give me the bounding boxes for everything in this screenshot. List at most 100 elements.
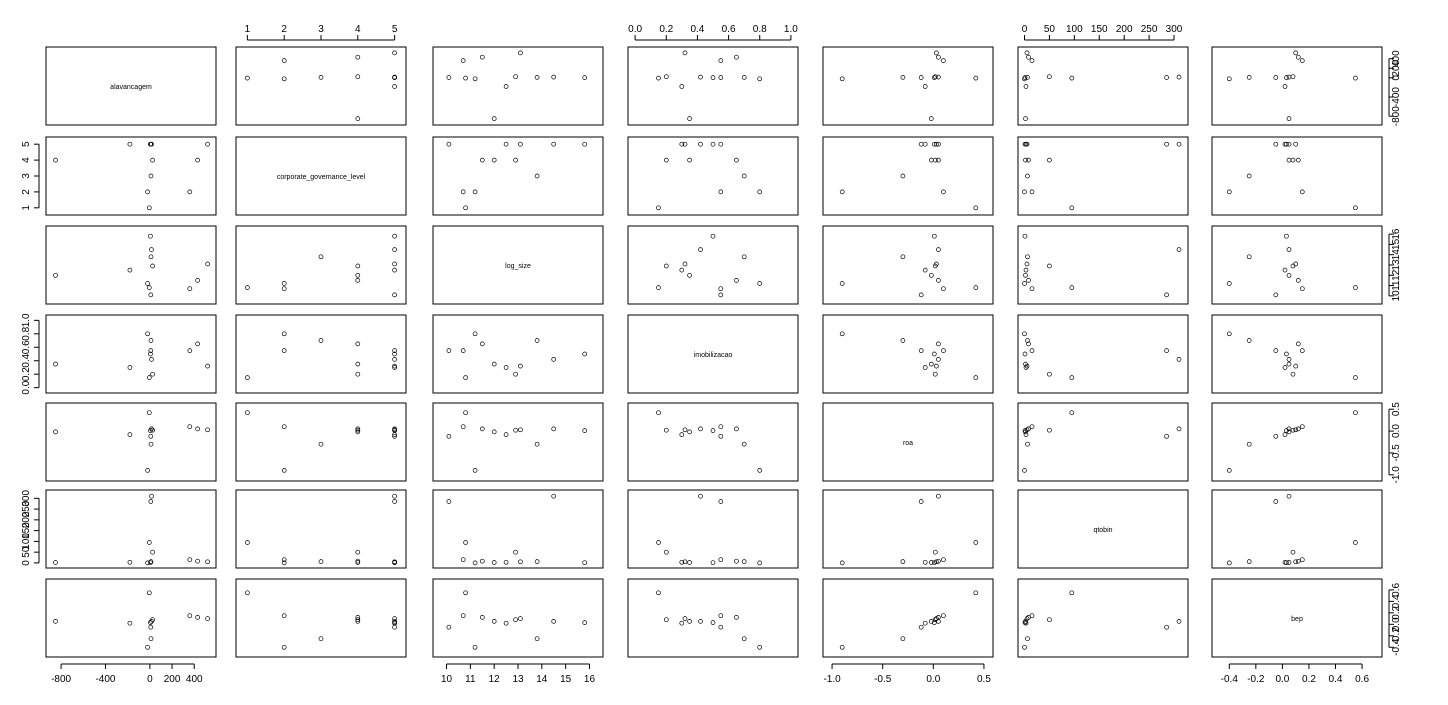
point-0-corporate_governance_level-vs-imobilizacao bbox=[687, 157, 692, 163]
point-0-imobilizacao-vs-corporate_governance_level bbox=[355, 361, 361, 367]
point-3-roa-vs-imobilizacao bbox=[718, 424, 724, 430]
panel-alavancagem-vs-log_size bbox=[432, 46, 604, 126]
point-0-log_size-vs-qtobin bbox=[1023, 272, 1028, 278]
point-10-log_size-vs-alavancagem bbox=[148, 233, 153, 239]
point-1-alavancagem-vs-corporate_governance_level bbox=[392, 50, 397, 56]
tick-label-log_size-16: 16 bbox=[584, 674, 596, 685]
point-9-log_size-vs-corporate_governance_level bbox=[245, 285, 250, 290]
point-11-log_size-vs-roa bbox=[839, 281, 845, 286]
point-0-log_size-vs-alavancagem bbox=[53, 272, 58, 278]
panel-corporate_governance_level-vs-bep bbox=[1211, 136, 1383, 216]
variable-label-roa: roa bbox=[903, 440, 913, 447]
point-0-qtobin-vs-corporate_governance_level bbox=[355, 560, 361, 565]
point-5-qtobin-vs-corporate_governance_level bbox=[392, 493, 397, 499]
point-4-roa-vs-imobilizacao bbox=[679, 432, 685, 437]
point-10-alavancagem-vs-roa bbox=[931, 75, 937, 80]
point-8-bep-vs-qtobin bbox=[1025, 636, 1030, 642]
point-1-roa-vs-alavancagem bbox=[205, 427, 210, 433]
point-2-roa-vs-imobilizacao bbox=[734, 426, 739, 432]
point-1-log_size-vs-corporate_governance_level bbox=[392, 261, 397, 267]
point-3-qtobin-vs-alavancagem bbox=[187, 557, 193, 563]
point-6-corporate_governance_level-vs-bep bbox=[1273, 141, 1279, 147]
point-5-bep-vs-imobilizacao bbox=[698, 619, 703, 624]
point-3-corporate_governance_level-vs-imobilizacao bbox=[718, 189, 724, 195]
panel-roa-vs-imobilizacao bbox=[627, 402, 799, 482]
point-2-corporate_governance_level-vs-roa bbox=[936, 157, 941, 163]
point-5-qtobin-vs-log_size bbox=[551, 493, 557, 499]
point-2-bep-vs-imobilizacao bbox=[734, 615, 739, 620]
point-1-roa-vs-log_size bbox=[518, 427, 523, 433]
point-6-corporate_governance_level-vs-qtobin bbox=[1164, 141, 1169, 147]
point-8-alavancagem-vs-corporate_governance_level bbox=[318, 75, 324, 80]
point-8-corporate_governance_level-vs-roa bbox=[900, 173, 906, 179]
point-9-imobilizacao-vs-roa bbox=[973, 375, 979, 380]
point-7-corporate_governance_level-vs-log_size bbox=[513, 157, 518, 163]
point-4-log_size-vs-corporate_governance_level bbox=[392, 267, 397, 273]
point-7-qtobin-vs-imobilizacao bbox=[663, 549, 669, 555]
point-6-qtobin-vs-alavancagem bbox=[148, 499, 154, 504]
point-0-log_size-vs-corporate_governance_level bbox=[355, 272, 361, 278]
point-10-log_size-vs-corporate_governance_level bbox=[392, 233, 397, 239]
panel-corporate_governance_level-vs-roa bbox=[822, 136, 994, 216]
point-11-alavancagem-vs-roa bbox=[839, 76, 845, 82]
point-9-alavancagem-vs-log_size bbox=[463, 75, 468, 81]
tick-label-corporate_governance_level-3: 3 bbox=[318, 24, 324, 35]
point-10-roa-vs-alavancagem bbox=[148, 428, 153, 433]
point-6-log_size-vs-corporate_governance_level bbox=[392, 292, 397, 298]
point-4-imobilizacao-vs-bep bbox=[1282, 365, 1288, 370]
point-1-corporate_governance_level-vs-alavancagem bbox=[205, 141, 210, 147]
point-1-imobilizacao-vs-alavancagem bbox=[205, 363, 210, 369]
panel-bep-vs-qtobin bbox=[1017, 578, 1189, 658]
tick-label-log_size-10: 10 bbox=[441, 674, 453, 685]
panel-qtobin-vs-corporate_governance_level bbox=[235, 489, 407, 569]
variable-labels: alavancagem corporate_governance_levellog… bbox=[110, 84, 1303, 623]
variable-label-bep: bep bbox=[1291, 616, 1303, 623]
point-5-log_size-vs-qtobin bbox=[1176, 247, 1182, 252]
point-2-qtobin-vs-log_size bbox=[479, 558, 485, 564]
point-7-qtobin-vs-corporate_governance_level bbox=[355, 549, 361, 555]
point-0-roa-vs-corporate_governance_level bbox=[355, 429, 361, 435]
point-5-qtobin-vs-alavancagem bbox=[149, 493, 154, 499]
point-8-bep-vs-imobilizacao bbox=[741, 636, 747, 642]
point-11-qtobin-vs-alavancagem bbox=[145, 560, 150, 566]
tick-label-imobilizacao-0.8: 0.8 bbox=[753, 24, 767, 35]
point-10-roa-vs-log_size bbox=[582, 428, 588, 433]
point-0-alavancagem-vs-roa bbox=[928, 116, 934, 121]
point-5-log_size-vs-bep bbox=[1286, 247, 1292, 252]
point-6-qtobin-vs-roa bbox=[918, 499, 924, 504]
point-10-log_size-vs-bep bbox=[1284, 233, 1289, 239]
point-5-bep-vs-qtobin bbox=[1176, 619, 1182, 624]
point-8-log_size-vs-qtobin bbox=[1025, 254, 1030, 260]
point-2-bep-vs-log_size bbox=[479, 615, 485, 620]
point-1-roa-vs-bep bbox=[1293, 427, 1299, 433]
point-6-qtobin-vs-imobilizacao bbox=[718, 499, 724, 504]
point-7-imobilizacao-vs-log_size bbox=[513, 371, 518, 377]
panel-alavancagem-vs-bep bbox=[1211, 46, 1383, 126]
point-6-imobilizacao-vs-alavancagem bbox=[148, 348, 154, 353]
point-8-roa-vs-qtobin bbox=[1025, 441, 1030, 447]
point-10-qtobin-vs-imobilizacao bbox=[710, 560, 716, 566]
point-4-bep-vs-imobilizacao bbox=[679, 620, 685, 626]
point-9-bep-vs-log_size bbox=[463, 590, 468, 596]
point-0-alavancagem-vs-imobilizacao bbox=[687, 116, 692, 121]
point-7-roa-vs-alavancagem bbox=[150, 427, 155, 433]
point-11-bep-vs-roa bbox=[839, 644, 845, 650]
tick-label-roa--0.5: -0.5 bbox=[874, 674, 892, 685]
point-10-imobilizacao-vs-roa bbox=[931, 351, 937, 357]
point-3-corporate_governance_level-vs-bep bbox=[1299, 189, 1305, 195]
point-9-log_size-vs-alavancagem bbox=[146, 285, 152, 290]
tick-label-qtobin-150: 150 bbox=[1091, 24, 1108, 35]
point-9-roa-vs-corporate_governance_level bbox=[245, 410, 250, 416]
tick-label-corporate_governance_level-2: 2 bbox=[21, 189, 32, 195]
point-10-imobilizacao-vs-alavancagem bbox=[148, 351, 153, 357]
point-9-log_size-vs-roa bbox=[973, 285, 979, 290]
point-3-alavancagem-vs-log_size bbox=[460, 58, 466, 63]
tick-label-log_size-10: 10 bbox=[1391, 290, 1402, 302]
point-2-roa-vs-bep bbox=[1295, 426, 1301, 432]
point-4-imobilizacao-vs-alavancagem bbox=[127, 365, 133, 370]
point-1-alavancagem-vs-bep bbox=[1293, 50, 1299, 56]
point-5-corporate_governance_level-vs-qtobin bbox=[1176, 141, 1182, 147]
point-0-bep-vs-imobilizacao bbox=[687, 619, 692, 624]
point-4-log_size-vs-bep bbox=[1282, 267, 1288, 273]
